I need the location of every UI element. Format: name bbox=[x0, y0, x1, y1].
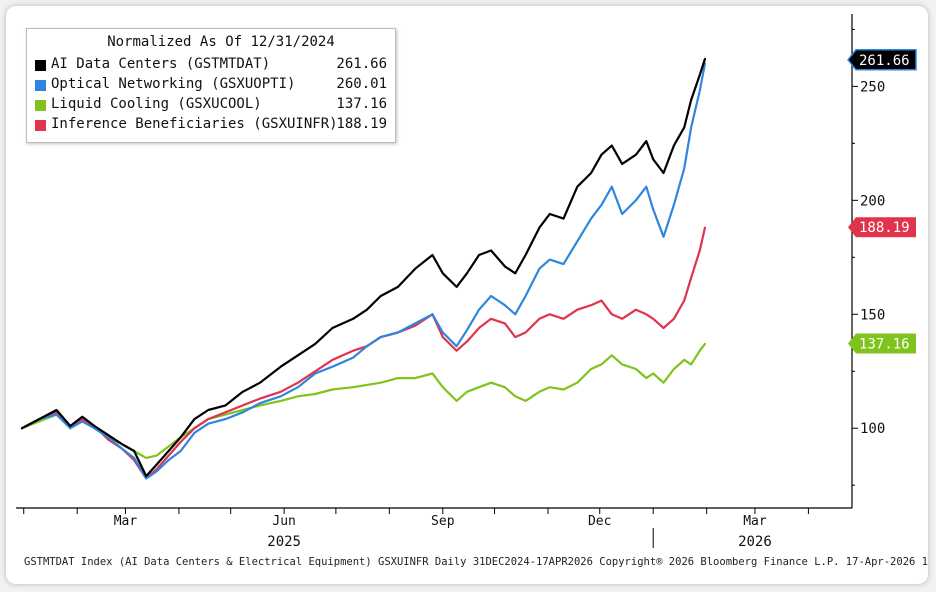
legend-item: Liquid Cooling (GSXUCOOL) 137.16 bbox=[35, 96, 387, 116]
last-value-tag bbox=[848, 217, 916, 238]
series-line bbox=[20, 226, 707, 480]
x-year-label: 2025 bbox=[267, 534, 301, 550]
x-tick-label: Sep bbox=[431, 514, 455, 529]
legend-label: Liquid Cooling (GSXUCOOL) bbox=[51, 96, 262, 112]
x-tick-label: Dec bbox=[588, 514, 611, 529]
legend-value: 137.16 bbox=[336, 96, 387, 112]
chart-frame: 100 150 200 250 Mar Jun Sep Dec Mar 2025 2026 261.6… bbox=[6, 6, 928, 584]
last-value-label: 188.19 bbox=[859, 220, 910, 236]
y-tick-label: 100 bbox=[860, 421, 885, 437]
legend-swatch bbox=[35, 100, 46, 111]
y-tick-label: 250 bbox=[860, 79, 885, 95]
legend-swatch bbox=[35, 80, 46, 91]
legend-label: Inference Beneficiaries (GSXUINFR) bbox=[51, 116, 338, 132]
legend-label: AI Data Centers (GSTMTDAT) bbox=[51, 56, 271, 72]
y-tick-label: 150 bbox=[860, 307, 885, 323]
last-value-label: 261.66 bbox=[859, 53, 910, 69]
legend-value: 188.19 bbox=[336, 116, 387, 132]
legend-item: Inference Beneficiaries (GSXUINFR) 188.1… bbox=[35, 116, 387, 136]
legend-swatch bbox=[35, 60, 46, 71]
chart-title: Normalized As Of 12/31/2024 bbox=[107, 34, 335, 50]
legend: Normalized As Of 12/31/2024 AI Data Cent… bbox=[26, 28, 396, 143]
legend-item: Optical Networking (GSXUOPTI) 260.01 bbox=[35, 76, 387, 96]
last-value-label: 137.16 bbox=[859, 337, 910, 353]
x-tick-label: Mar bbox=[114, 514, 138, 529]
footer-source: GSTMTDAT Index (AI Data Centers & Electr… bbox=[24, 556, 928, 568]
last-value-tag bbox=[848, 333, 916, 354]
series-line bbox=[20, 62, 707, 480]
legend-label: Optical Networking (GSXUOPTI) bbox=[51, 76, 296, 92]
x-year-label: 2026 bbox=[738, 534, 772, 550]
x-tick-label: Jun bbox=[272, 514, 295, 529]
legend-item: AI Data Centers (GSTMTDAT) 261.66 bbox=[35, 56, 387, 76]
series-line bbox=[20, 342, 707, 459]
legend-value: 261.66 bbox=[336, 56, 387, 72]
legend-swatch bbox=[35, 120, 46, 131]
legend-value: 260.01 bbox=[336, 76, 387, 92]
last-value-tag bbox=[847, 49, 917, 71]
y-tick-label: 200 bbox=[860, 193, 885, 209]
series-line bbox=[20, 57, 707, 478]
line-chart: 100 150 200 250 Mar Jun Sep Dec Mar 2025 2026 261.6… bbox=[16, 14, 917, 550]
x-tick-label: Mar bbox=[743, 514, 767, 529]
